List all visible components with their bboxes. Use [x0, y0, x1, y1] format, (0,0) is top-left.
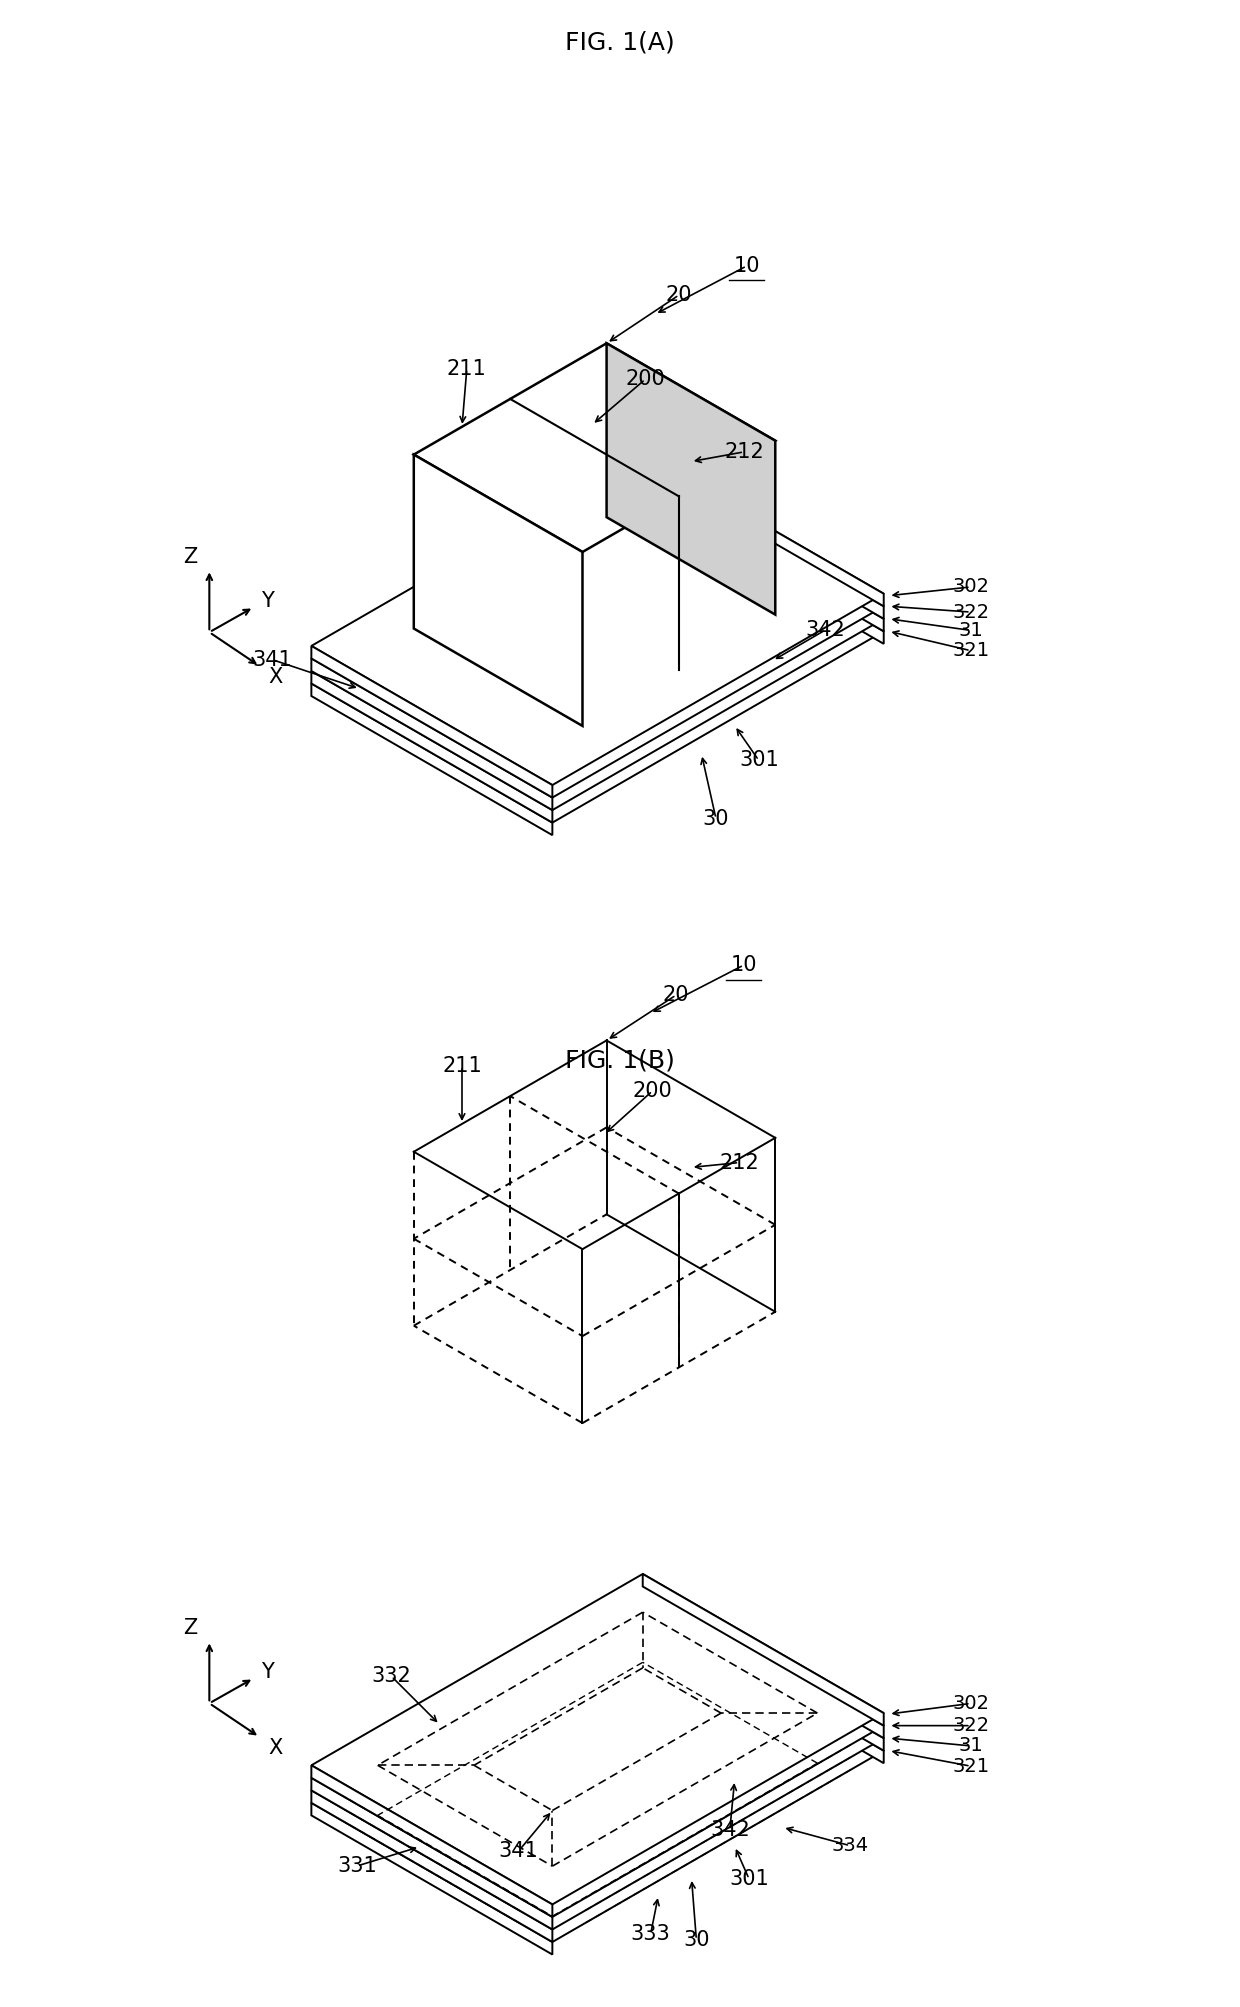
Text: 322: 322 [952, 602, 990, 622]
Polygon shape [311, 670, 552, 823]
Text: 212: 212 [719, 1152, 759, 1172]
Text: Y: Y [260, 592, 274, 612]
Text: FIG. 1(B): FIG. 1(B) [565, 1050, 675, 1072]
Text: 30: 30 [703, 809, 729, 829]
Text: 342: 342 [806, 620, 846, 640]
Polygon shape [311, 1600, 884, 1929]
Polygon shape [414, 343, 775, 552]
Text: 321: 321 [952, 640, 990, 660]
Polygon shape [642, 468, 884, 618]
Text: 333: 333 [631, 1925, 671, 1945]
Text: 200: 200 [632, 1082, 672, 1102]
Polygon shape [642, 480, 884, 632]
Text: Z: Z [182, 546, 197, 566]
Text: 31: 31 [959, 620, 983, 640]
Text: 332: 332 [372, 1666, 412, 1686]
Text: 302: 302 [952, 1694, 990, 1712]
Polygon shape [642, 1586, 884, 1738]
Polygon shape [311, 658, 552, 811]
Text: 10: 10 [730, 955, 758, 975]
Text: FIG. 1(A): FIG. 1(A) [565, 30, 675, 54]
Text: Z: Z [182, 1618, 197, 1638]
Polygon shape [311, 492, 884, 823]
Polygon shape [311, 1573, 884, 1905]
Text: 212: 212 [724, 442, 764, 462]
Text: 322: 322 [952, 1716, 990, 1736]
Text: 334: 334 [832, 1836, 869, 1854]
Polygon shape [311, 468, 884, 797]
Polygon shape [311, 646, 552, 797]
Text: 301: 301 [739, 751, 779, 771]
Text: 302: 302 [952, 578, 990, 596]
Polygon shape [311, 1586, 884, 1917]
Polygon shape [311, 1790, 552, 1943]
Text: 30: 30 [683, 1931, 709, 1951]
Text: 341: 341 [498, 1840, 538, 1860]
Polygon shape [642, 1573, 884, 1726]
Polygon shape [311, 480, 884, 811]
Text: X: X [268, 666, 283, 686]
Text: 200: 200 [625, 369, 665, 389]
Polygon shape [642, 456, 884, 606]
Text: X: X [268, 1738, 283, 1758]
Text: 211: 211 [443, 1056, 482, 1076]
Polygon shape [311, 456, 884, 785]
Text: 211: 211 [446, 359, 486, 379]
Text: Y: Y [260, 1662, 274, 1682]
Polygon shape [642, 492, 884, 644]
Polygon shape [642, 1600, 884, 1750]
Polygon shape [311, 1778, 552, 1929]
Text: 20: 20 [666, 285, 692, 305]
Text: 20: 20 [663, 985, 689, 1006]
Text: 341: 341 [253, 650, 293, 670]
Polygon shape [414, 456, 583, 727]
Text: 342: 342 [711, 1820, 750, 1840]
Text: 321: 321 [952, 1756, 990, 1776]
Polygon shape [311, 684, 552, 835]
Text: 331: 331 [337, 1856, 377, 1877]
Text: 10: 10 [733, 257, 760, 277]
Text: 301: 301 [729, 1869, 769, 1889]
Polygon shape [311, 1802, 552, 1955]
Polygon shape [642, 1612, 884, 1764]
Polygon shape [311, 1612, 884, 1943]
Polygon shape [606, 343, 775, 614]
Polygon shape [311, 1766, 552, 1917]
Text: 31: 31 [959, 1736, 983, 1756]
